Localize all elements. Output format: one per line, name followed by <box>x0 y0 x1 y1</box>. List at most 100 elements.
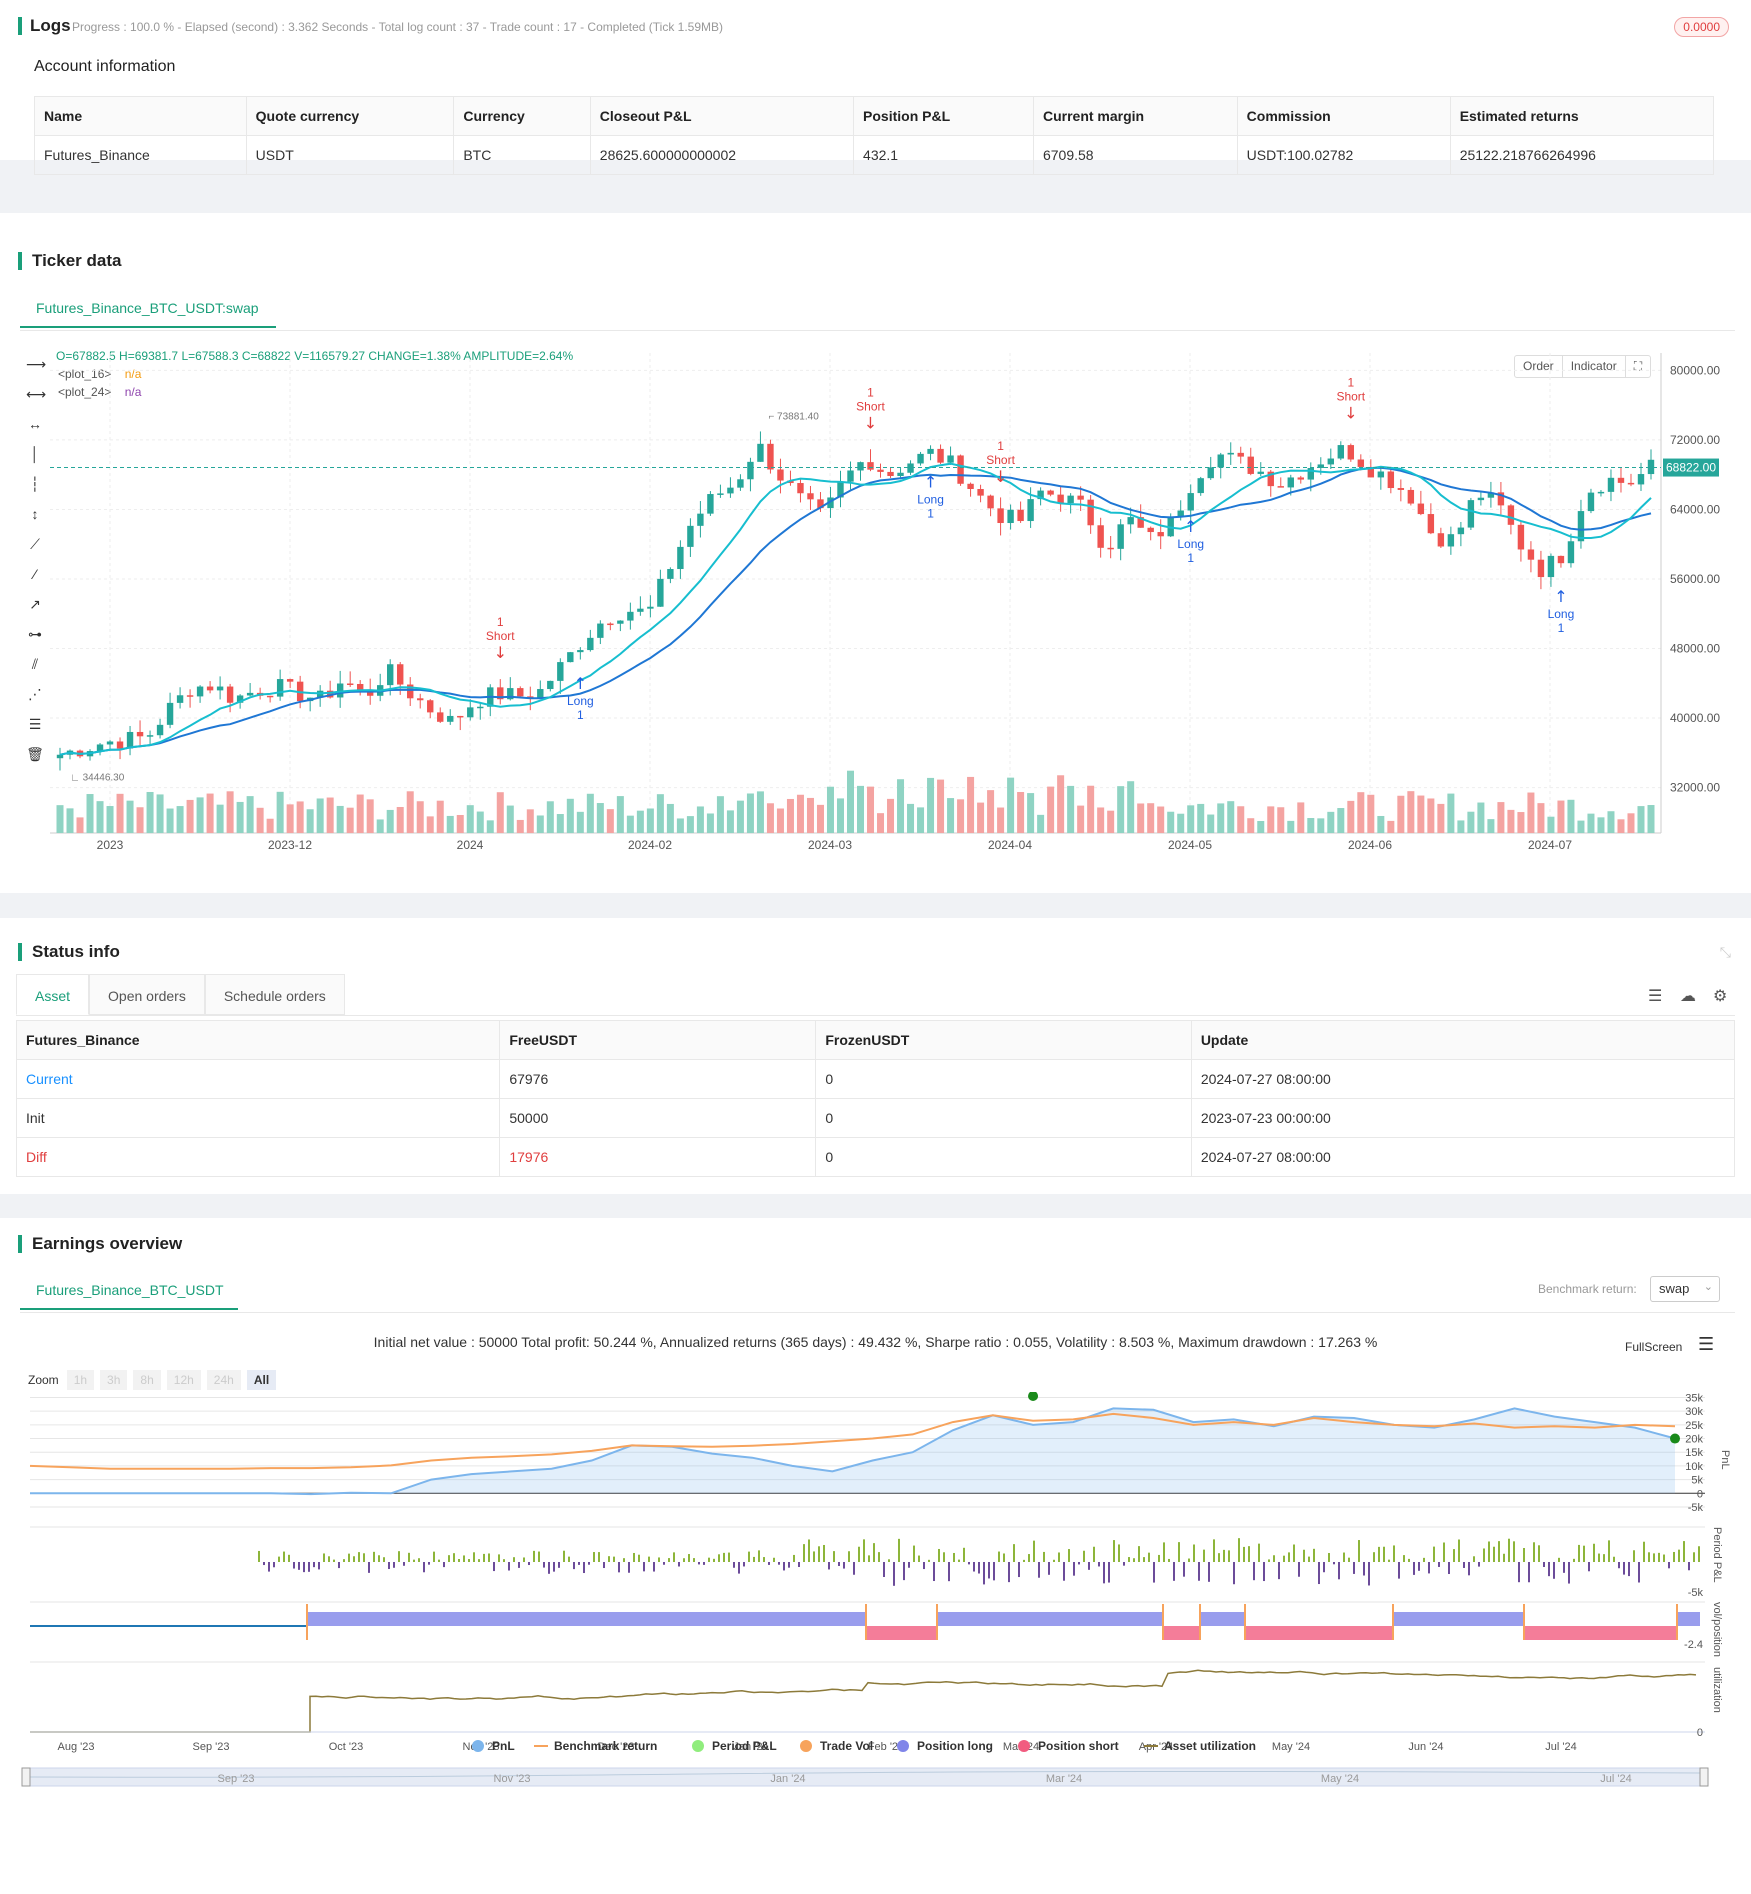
candle-body <box>517 688 524 697</box>
asset-row-init: Init 50000 0 2023-07-23 00:00:00 <box>15 1098 1736 1138</box>
volume-bar <box>1557 800 1565 833</box>
period-pnl-bar <box>273 1562 275 1568</box>
period-pnl-bar <box>1243 1546 1245 1562</box>
x-tick-label: 2023 <box>97 838 124 852</box>
tab-schedule-orders[interactable]: Schedule orders <box>204 974 345 1015</box>
y-tick-label: 15k <box>1685 1447 1703 1459</box>
signal-qty: 1 <box>997 439 1004 453</box>
candle-body <box>196 686 204 697</box>
volume-bar <box>997 807 1005 833</box>
volume-bar <box>656 794 664 833</box>
account-header-row-cell: Name <box>34 96 247 136</box>
price-label-icon[interactable]: ⊶ <box>28 626 42 642</box>
candle-body <box>1637 474 1645 485</box>
zoom-3h[interactable]: 3h <box>100 1370 128 1390</box>
trash-icon[interactable]: 🗑 <box>26 746 44 762</box>
fib-icon[interactable]: ⋰ <box>28 686 42 702</box>
tab-earnings-symbol[interactable]: Futures_Binance_BTC_USDT <box>20 1270 238 1310</box>
volume-bar <box>1367 794 1375 833</box>
period-pnl-bar <box>1188 1558 1190 1562</box>
horizontal-line-icon[interactable]: ⟷ <box>26 386 47 402</box>
trend-line-icon[interactable]: ⟋ <box>30 536 40 552</box>
earnings-panel: Earnings overview Futures_Binance_BTC_US… <box>0 1218 1751 1894</box>
indicator-button[interactable]: Indicator <box>1563 356 1626 377</box>
candlestick-chart[interactable]: 32000.00 40000.00 48000.00 56000.00 64000.00… <box>0 343 1751 923</box>
period-pnl-bar <box>1348 1557 1350 1562</box>
fib-levels-icon[interactable]: ☰ <box>28 716 42 732</box>
utilization-line <box>30 1669 1697 1733</box>
extended-line-icon[interactable]: ↔ <box>28 416 42 432</box>
candle-body <box>1267 471 1274 487</box>
zoom-24h[interactable]: 24h <box>206 1370 241 1390</box>
period-pnl-bar <box>1158 1554 1160 1562</box>
tab-ticker-symbol[interactable]: Futures_Binance_BTC_USDT:swap <box>20 288 276 328</box>
tab-asset[interactable]: Asset <box>16 974 90 1015</box>
collapse-icon[interactable]: ⤡ <box>1719 944 1731 960</box>
zoom-12h[interactable]: 12h <box>166 1370 201 1390</box>
position-short-block <box>1163 1626 1200 1640</box>
vertical-segment-icon[interactable]: ┆ <box>30 476 40 492</box>
horizontal-ray-icon[interactable]: ⟶ <box>26 356 47 372</box>
period-pnl-bar <box>1568 1562 1570 1584</box>
candle-body <box>1647 459 1655 475</box>
asset-row-current-cell: 0 <box>815 1059 1192 1099</box>
x-tick-label: Jan '24 <box>733 1741 768 1753</box>
cloud-download-icon[interactable]: ☁ <box>1680 988 1696 1005</box>
candle-body <box>1547 555 1555 578</box>
period-pnl-bar <box>1493 1546 1495 1562</box>
period-pnl-bar <box>413 1559 415 1562</box>
period-pnl-bar <box>468 1559 470 1562</box>
legend-item: Position long <box>917 1739 993 1753</box>
period-pnl-bar <box>1268 1559 1270 1562</box>
order-button[interactable]: Order <box>1515 356 1563 377</box>
candle-body <box>777 469 784 481</box>
period-pnl-bar <box>398 1551 400 1562</box>
legend-dot-symbol <box>692 1740 704 1752</box>
candle-body <box>927 448 934 454</box>
period-pnl-bar <box>498 1554 500 1562</box>
arrow-line-icon[interactable]: ↗ <box>29 596 41 612</box>
vertical-ray-icon[interactable]: ↕ <box>31 506 39 522</box>
tab-open-orders[interactable]: Open orders <box>89 974 205 1015</box>
candle-body <box>1287 477 1294 488</box>
volume-bar <box>1487 819 1495 833</box>
list-view-icon[interactable]: ☰ <box>1648 988 1663 1005</box>
zoom-8h[interactable]: 8h <box>133 1370 161 1390</box>
period-pnl-bar <box>1678 1549 1680 1562</box>
period-pnl-bar <box>948 1562 950 1582</box>
period-pnl-bar <box>1503 1553 1505 1562</box>
period-pnl-bar <box>1388 1559 1390 1562</box>
period-pnl-bar <box>1228 1550 1230 1562</box>
account-header-row-cell: Position P&L <box>853 96 1034 136</box>
zoom-1h[interactable]: 1h <box>66 1370 95 1390</box>
menu-hamburger-icon[interactable]: ☰ <box>1698 1334 1715 1354</box>
ray-line-icon[interactable]: ⁄ <box>33 566 37 582</box>
y-tick-label: 32000.00 <box>1670 781 1720 795</box>
candle-body <box>1247 456 1254 474</box>
benchmark-select[interactable]: swap ⌄ <box>1650 1276 1720 1302</box>
fullscreen-button[interactable]: FullScreen <box>1625 1340 1683 1354</box>
period-pnl-bar <box>463 1555 465 1562</box>
volume-bar <box>1617 819 1625 833</box>
period-pnl-bar <box>963 1547 965 1562</box>
period-pnl-bar <box>1323 1562 1325 1573</box>
navigator-handle-left <box>21 1767 31 1787</box>
volume-bar <box>366 799 374 833</box>
account-data-row-cell: 432.1 <box>853 135 1034 175</box>
settings-gear-icon[interactable]: ⚙ <box>1713 988 1728 1005</box>
period-pnl-bar <box>363 1553 365 1562</box>
period-pnl-bar <box>378 1555 380 1562</box>
period-pnl-bar <box>318 1562 320 1570</box>
fullscreen-icon[interactable]: ⛶ <box>1633 359 1643 373</box>
zoom-all[interactable]: All <box>246 1370 277 1390</box>
candle-body <box>1467 500 1475 528</box>
volume-bar <box>1007 777 1015 833</box>
vertical-line-icon[interactable]: │ <box>30 446 40 462</box>
y-tick-label: 40000.00 <box>1670 711 1720 725</box>
parallel-channel-icon[interactable]: ⫽ <box>31 656 39 672</box>
signal-qty: 1 <box>1347 375 1354 389</box>
period-pnl-bar <box>538 1551 540 1562</box>
y-tick-label: 5k <box>1691 1475 1703 1487</box>
period-pnl-bar <box>1418 1562 1420 1571</box>
